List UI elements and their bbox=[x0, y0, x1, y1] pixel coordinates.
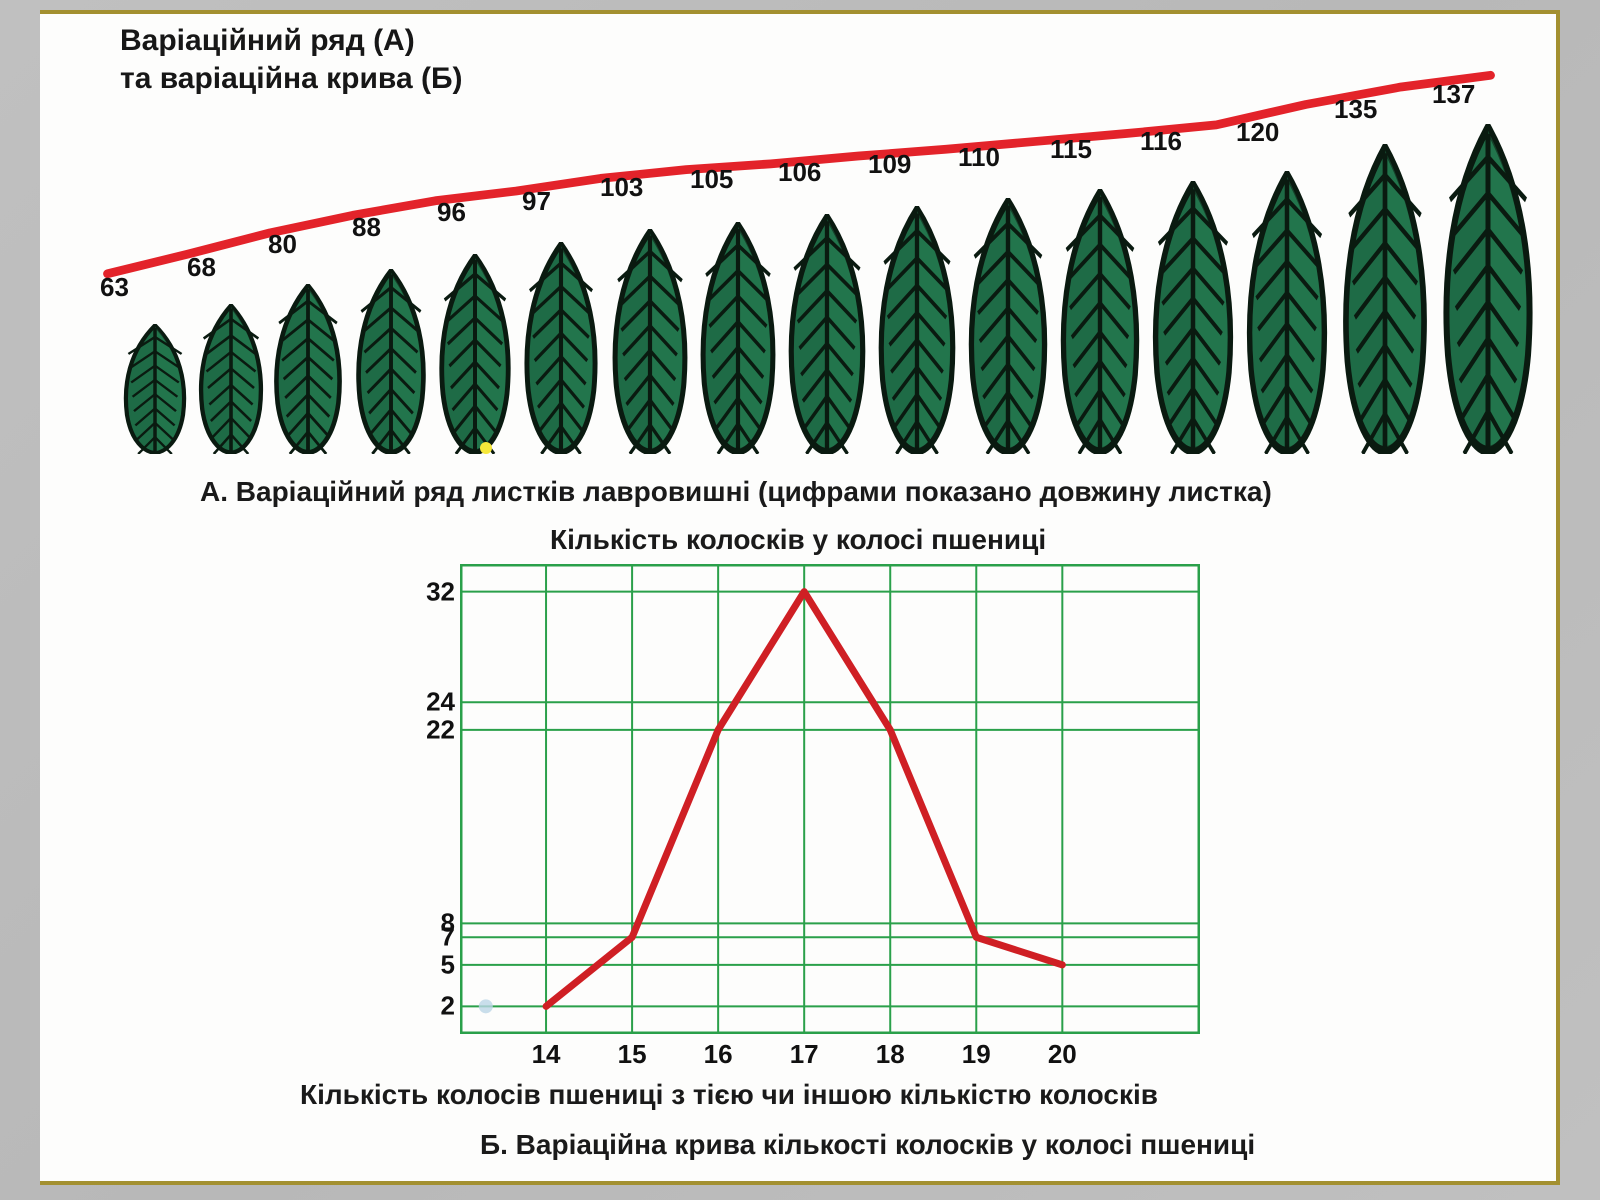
leaf-item bbox=[1338, 144, 1432, 459]
leaf-label: 88 bbox=[352, 212, 381, 243]
x-tick-label: 16 bbox=[704, 1039, 733, 1070]
leaf-item bbox=[352, 269, 430, 459]
leaf-label: 116 bbox=[1140, 126, 1182, 157]
leaf-item bbox=[195, 304, 267, 459]
leaf-label: 103 bbox=[600, 172, 643, 203]
leaf-item bbox=[608, 229, 692, 459]
chart-title: Кількість колосків у колосі пшениці bbox=[550, 524, 1046, 556]
panel-a: А. Варіаційний ряд листків лавровишні (ц… bbox=[90, 54, 1510, 509]
leaf-item bbox=[696, 222, 780, 459]
leaf-label: 115 bbox=[1050, 134, 1092, 165]
leaf-label: 105 bbox=[690, 164, 733, 195]
x-tick-label: 20 bbox=[1048, 1039, 1077, 1070]
x-tick-label: 18 bbox=[876, 1039, 905, 1070]
x-tick-label: 17 bbox=[790, 1039, 819, 1070]
leaf-item bbox=[964, 198, 1052, 459]
leaf-item bbox=[784, 214, 870, 459]
leaf-label: 120 bbox=[1236, 117, 1279, 148]
leaf-label: 63 bbox=[100, 272, 129, 303]
panel-a-caption: А. Варіаційний ряд листків лавровишні (ц… bbox=[200, 474, 1272, 509]
leaf-item bbox=[1148, 181, 1238, 459]
leaf-item bbox=[874, 206, 960, 459]
panel-b-caption: Б. Варіаційна крива кількості колосків у… bbox=[480, 1129, 1255, 1161]
y-axis-labels: 2578222432 bbox=[400, 564, 455, 1034]
leaf-label: 97 bbox=[522, 186, 551, 217]
leaf-row bbox=[90, 99, 1510, 459]
variation-curve-chart bbox=[460, 564, 1200, 1034]
y-tick-label: 2 bbox=[441, 991, 455, 1022]
leaf-label: 135 bbox=[1334, 94, 1377, 125]
title-line-1: Варіаційний ряд (А) bbox=[120, 24, 415, 57]
x-tick-label: 15 bbox=[618, 1039, 647, 1070]
panel-b: Кількість колосків у колосі пшениці 2578… bbox=[340, 524, 1300, 1174]
leaf-item bbox=[120, 324, 190, 459]
y-tick-label: 32 bbox=[426, 576, 455, 607]
leaf-label: 110 bbox=[958, 142, 1000, 173]
leaf-label: 137 bbox=[1432, 79, 1475, 110]
page-frame: Варіаційний ряд (А) та варіаційна крива … bbox=[40, 10, 1560, 1185]
x-tick-label: 19 bbox=[962, 1039, 991, 1070]
y-tick-label: 22 bbox=[426, 714, 455, 745]
y-tick-label: 24 bbox=[426, 687, 455, 718]
chart-box bbox=[460, 564, 1200, 1034]
leaf-item bbox=[435, 254, 515, 459]
leaf-item bbox=[1438, 124, 1538, 459]
y-tick-label: 5 bbox=[441, 949, 455, 980]
x-axis-labels: 14 15 16 17 18 19 20 bbox=[460, 1039, 1200, 1073]
x-tick-label: 14 bbox=[532, 1039, 561, 1070]
leaf-item bbox=[1056, 189, 1144, 459]
y-tick-label: 8 bbox=[441, 908, 455, 939]
leaf-label: 68 bbox=[187, 252, 216, 283]
x-axis-title: Кількість колосів пшениці з тією чи іншо… bbox=[300, 1079, 1158, 1111]
leaf-label: 96 bbox=[437, 197, 466, 228]
leaf-label: 80 bbox=[268, 229, 297, 260]
leaf-label: 106 bbox=[778, 157, 821, 188]
leaf-item bbox=[520, 242, 602, 459]
leaf-item bbox=[270, 284, 346, 459]
leaf-label: 109 bbox=[868, 149, 911, 180]
leaf-item bbox=[1242, 171, 1332, 459]
yellow-dot-icon bbox=[480, 442, 492, 454]
